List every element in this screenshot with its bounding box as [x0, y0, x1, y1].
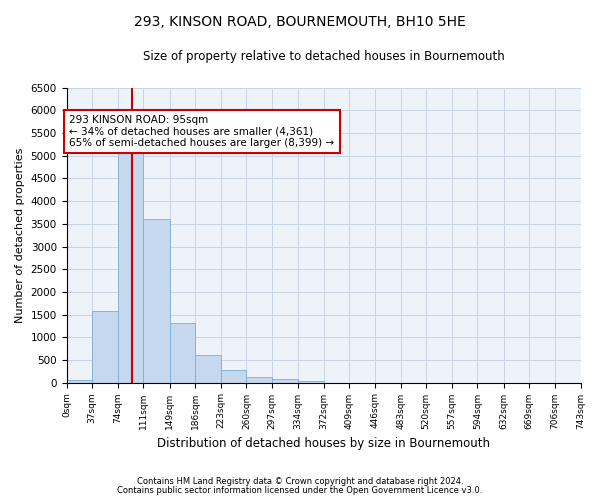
Bar	[298, 381, 324, 382]
Y-axis label: Number of detached properties: Number of detached properties	[15, 148, 25, 323]
Bar	[247, 376, 272, 382]
Text: 293 KINSON ROAD: 95sqm
← 34% of detached houses are smaller (4,361)
65% of semi-: 293 KINSON ROAD: 95sqm ← 34% of detached…	[69, 115, 334, 148]
Bar	[143, 220, 170, 382]
Bar	[221, 370, 247, 382]
Text: Contains public sector information licensed under the Open Government Licence v3: Contains public sector information licen…	[118, 486, 482, 495]
Bar	[92, 311, 118, 382]
Title: Size of property relative to detached houses in Bournemouth: Size of property relative to detached ho…	[143, 50, 505, 63]
Text: 293, KINSON ROAD, BOURNEMOUTH, BH10 5HE: 293, KINSON ROAD, BOURNEMOUTH, BH10 5HE	[134, 15, 466, 29]
Bar	[118, 152, 143, 382]
X-axis label: Distribution of detached houses by size in Bournemouth: Distribution of detached houses by size …	[157, 437, 490, 450]
Bar	[170, 322, 195, 382]
Text: Contains HM Land Registry data © Crown copyright and database right 2024.: Contains HM Land Registry data © Crown c…	[137, 477, 463, 486]
Bar	[272, 379, 298, 382]
Bar	[195, 356, 221, 382]
Bar	[67, 380, 92, 382]
